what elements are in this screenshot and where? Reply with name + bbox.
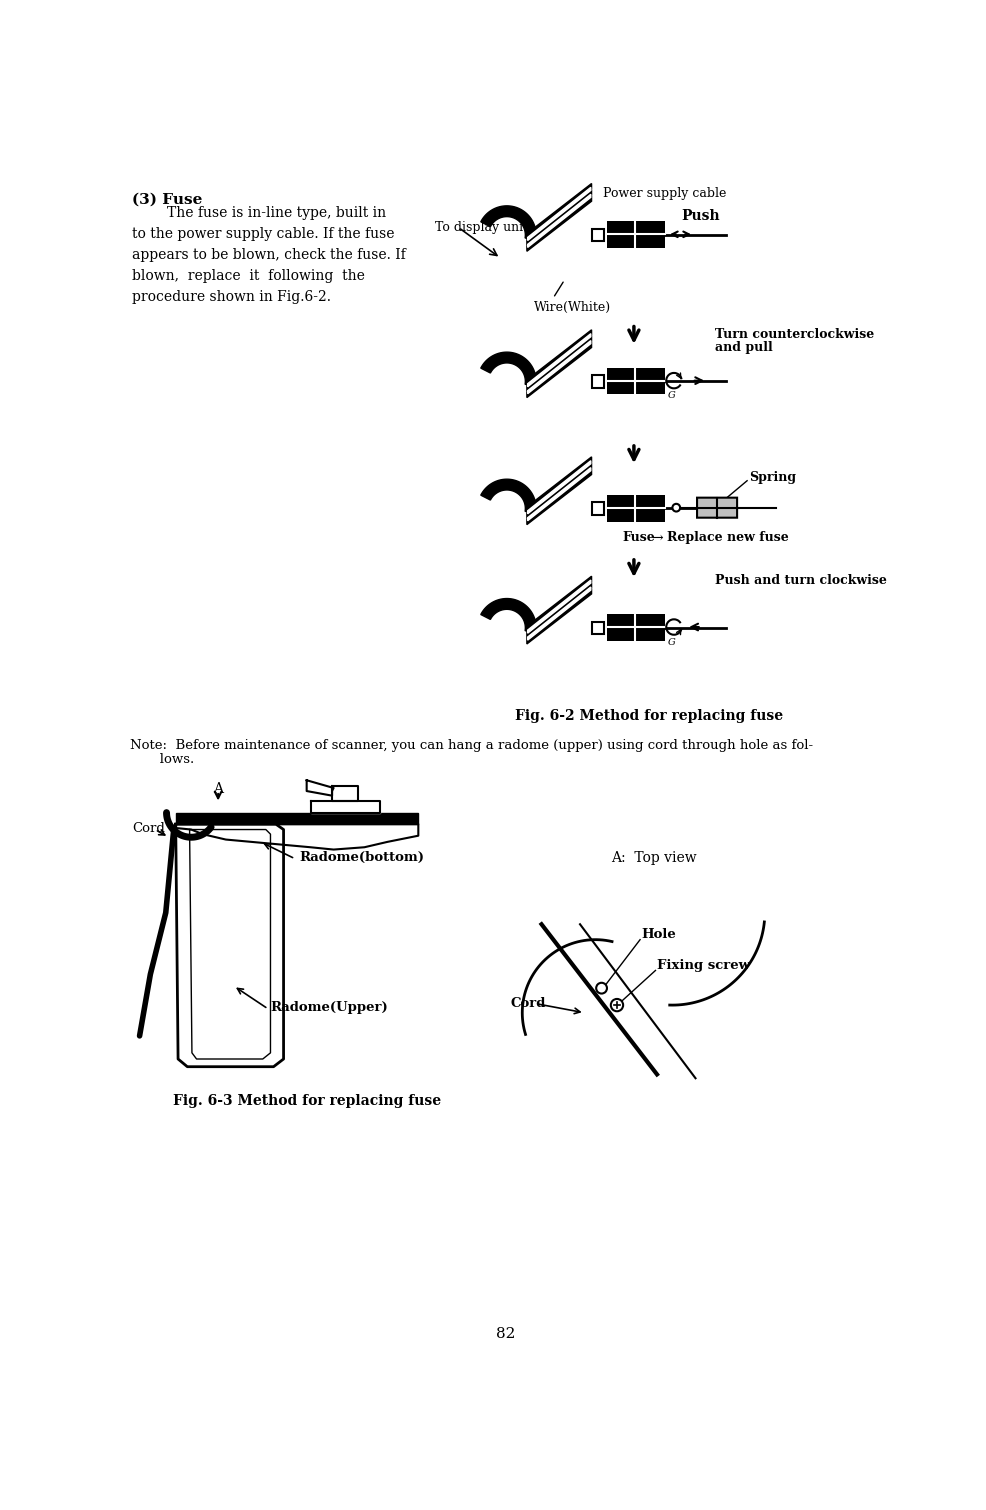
Polygon shape <box>528 334 591 387</box>
Circle shape <box>672 504 680 512</box>
Bar <box>607 367 665 394</box>
Text: Wire(White): Wire(White) <box>533 300 611 314</box>
Text: lows.: lows. <box>129 753 194 766</box>
Text: Radome(bottom): Radome(bottom) <box>299 852 424 864</box>
Polygon shape <box>528 195 591 248</box>
Text: 82: 82 <box>496 1327 515 1341</box>
Circle shape <box>597 983 607 994</box>
Text: The fuse is in-line type, built in
to the power supply cable. If the fuse
appear: The fuse is in-line type, built in to th… <box>132 205 405 305</box>
Bar <box>607 222 665 248</box>
Polygon shape <box>527 196 592 251</box>
Text: Turn counterclockwise: Turn counterclockwise <box>715 328 874 340</box>
Bar <box>592 503 603 515</box>
Polygon shape <box>528 187 591 240</box>
Text: Cord: Cord <box>511 998 546 1010</box>
Text: Replace new fuse: Replace new fuse <box>667 532 789 544</box>
Polygon shape <box>527 343 592 397</box>
Polygon shape <box>528 341 591 394</box>
Polygon shape <box>176 824 284 1066</box>
Text: A:  Top view: A: Top view <box>610 852 696 865</box>
Bar <box>592 230 603 242</box>
Polygon shape <box>481 205 536 240</box>
Polygon shape <box>527 589 592 643</box>
Bar <box>592 376 603 388</box>
Bar <box>607 495 665 521</box>
Polygon shape <box>481 352 536 387</box>
Polygon shape <box>481 479 536 513</box>
Polygon shape <box>528 587 591 640</box>
Text: G: G <box>668 637 675 646</box>
Polygon shape <box>527 583 592 637</box>
Polygon shape <box>176 812 418 824</box>
Polygon shape <box>332 785 358 800</box>
Polygon shape <box>528 580 591 633</box>
Bar <box>592 622 603 634</box>
Polygon shape <box>527 190 592 245</box>
Text: and pull: and pull <box>715 341 772 353</box>
Text: Cord: Cord <box>132 821 165 835</box>
Text: Fig. 6-3 Method for replacing fuse: Fig. 6-3 Method for replacing fuse <box>173 1093 441 1108</box>
Polygon shape <box>527 464 592 518</box>
Polygon shape <box>176 824 418 850</box>
Polygon shape <box>528 468 591 521</box>
Polygon shape <box>528 461 591 513</box>
Text: G: G <box>668 391 675 400</box>
Text: Note:  Before maintenance of scanner, you can hang a radome (upper) using cord t: Note: Before maintenance of scanner, you… <box>129 740 812 752</box>
Polygon shape <box>481 598 536 633</box>
Polygon shape <box>527 470 592 524</box>
Polygon shape <box>527 184 592 239</box>
Polygon shape <box>527 458 592 512</box>
Text: Fixing screw: Fixing screw <box>657 959 750 972</box>
Text: Fig. 6-2 Method for replacing fuse: Fig. 6-2 Method for replacing fuse <box>516 708 784 723</box>
Text: Push and turn clockwise: Push and turn clockwise <box>715 574 886 587</box>
Polygon shape <box>527 577 592 631</box>
Text: Push: Push <box>681 208 721 223</box>
FancyBboxPatch shape <box>697 498 738 518</box>
Text: Spring: Spring <box>748 471 796 485</box>
Polygon shape <box>527 329 592 385</box>
Text: To display unit: To display unit <box>435 222 528 234</box>
Bar <box>607 615 665 640</box>
Text: Hole: Hole <box>642 929 676 941</box>
Text: →: → <box>651 532 663 545</box>
Polygon shape <box>527 335 592 391</box>
Text: A: A <box>213 782 223 796</box>
Polygon shape <box>307 781 333 796</box>
Polygon shape <box>189 829 270 1059</box>
Circle shape <box>610 1000 623 1012</box>
Text: (3) Fuse: (3) Fuse <box>132 193 202 207</box>
Text: Fuse: Fuse <box>622 532 655 544</box>
Text: Power supply cable: Power supply cable <box>603 187 727 201</box>
Polygon shape <box>311 800 380 812</box>
Text: Radome(Upper): Radome(Upper) <box>270 1001 388 1015</box>
